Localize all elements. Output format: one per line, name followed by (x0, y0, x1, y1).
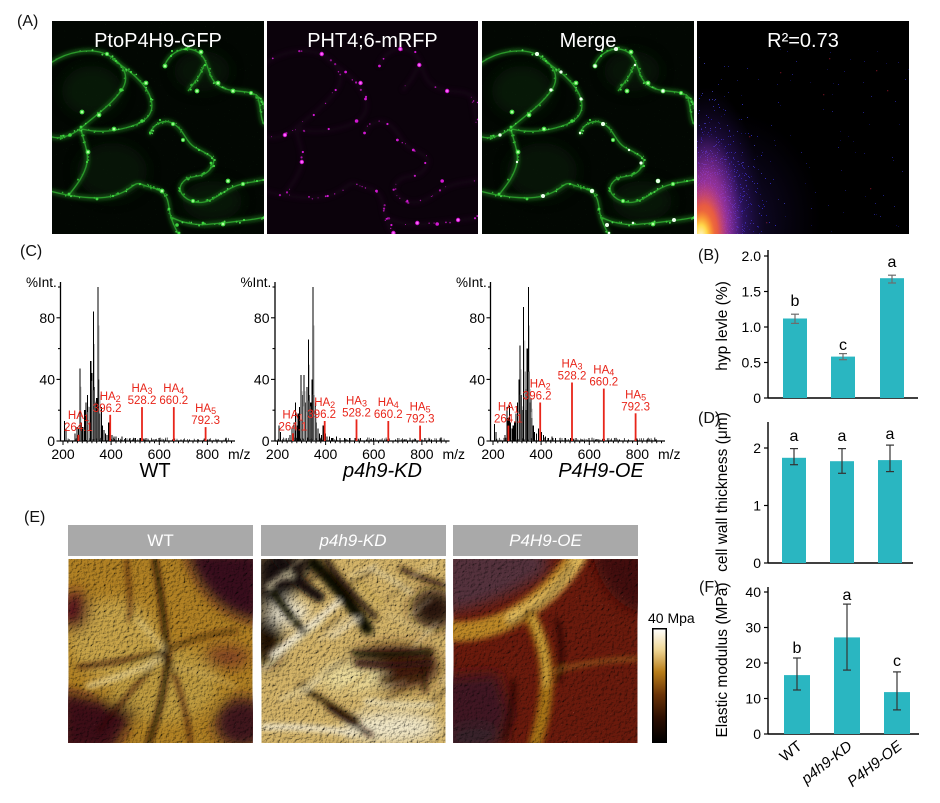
svg-text:200: 200 (51, 446, 75, 462)
svg-text:%Int.: %Int. (26, 275, 57, 290)
svg-text:600: 600 (362, 446, 386, 462)
svg-text:1.5: 1.5 (742, 284, 762, 300)
svg-text:HA2: HA2 (530, 379, 551, 392)
svg-text:p4h9-KD: p4h9-KD (342, 460, 422, 482)
svg-text:a: a (838, 428, 847, 445)
svg-text:1.0: 1.0 (742, 319, 762, 335)
svg-text:0: 0 (477, 433, 485, 449)
svg-text:WT: WT (777, 738, 806, 766)
svg-text:396.2: 396.2 (93, 403, 122, 415)
svg-text:1: 1 (753, 498, 761, 514)
svg-text:%Int.: %Int. (241, 275, 272, 290)
svg-text:600: 600 (148, 446, 172, 462)
svg-text:40: 40 (469, 371, 485, 387)
svg-text:a: a (843, 587, 852, 604)
svg-text:400: 400 (99, 446, 123, 462)
svg-text:PHT4;6-mRFP: PHT4;6-mRFP (307, 30, 437, 52)
svg-text:660.2: 660.2 (159, 395, 188, 407)
svg-text:HA4: HA4 (163, 383, 184, 396)
svg-text:80: 80 (469, 310, 485, 326)
svg-text:200: 200 (481, 446, 505, 462)
svg-text:Elastic modulus (MPa): Elastic modulus (MPa) (714, 582, 731, 737)
svg-text:b: b (791, 293, 800, 310)
svg-text:0.5: 0.5 (742, 355, 762, 371)
svg-text:396.2: 396.2 (307, 409, 336, 421)
svg-text:660.2: 660.2 (374, 409, 403, 421)
svg-text:P4H9-OE: P4H9-OE (844, 737, 906, 791)
svg-text:HA2: HA2 (100, 391, 121, 404)
svg-text:HA4: HA4 (378, 397, 399, 410)
svg-text:R²=0.73: R²=0.73 (767, 30, 839, 52)
svg-text:cell wall thickness (μm): cell wall thickness (μm) (714, 412, 731, 572)
svg-text:Merge: Merge (560, 30, 617, 52)
svg-text:792.3: 792.3 (621, 401, 650, 413)
svg-text:2: 2 (753, 440, 761, 456)
svg-text:792.3: 792.3 (406, 414, 435, 426)
svg-text:HA1: HA1 (282, 409, 303, 422)
svg-text:264.1: 264.1 (64, 422, 93, 434)
svg-text:HA1: HA1 (498, 402, 519, 415)
svg-text:PtoP4H9-GFP: PtoP4H9-GFP (94, 30, 222, 52)
svg-text:b: b (793, 640, 802, 657)
svg-text:400: 400 (314, 446, 338, 462)
svg-text:30: 30 (745, 620, 761, 636)
svg-text:%Int.: %Int. (456, 275, 487, 290)
svg-text:HA3: HA3 (346, 395, 367, 408)
svg-text:0: 0 (262, 433, 270, 449)
svg-text:400: 400 (529, 446, 553, 462)
svg-text:0: 0 (753, 555, 761, 571)
svg-text:HA5: HA5 (625, 389, 646, 402)
svg-text:a: a (790, 428, 799, 445)
svg-text:528.2: 528.2 (342, 407, 371, 419)
svg-text:HA3: HA3 (132, 383, 153, 396)
svg-text:264.1: 264.1 (279, 421, 308, 433)
svg-text:396.2: 396.2 (523, 391, 552, 403)
svg-text:HA5: HA5 (195, 403, 216, 416)
svg-text:HA3: HA3 (562, 359, 583, 372)
svg-text:264.1: 264.1 (494, 414, 523, 426)
svg-text:800: 800 (410, 446, 434, 462)
svg-text:2.0: 2.0 (742, 248, 762, 264)
svg-text:200: 200 (266, 446, 290, 462)
svg-text:792.3: 792.3 (191, 415, 220, 427)
svg-text:528.2: 528.2 (128, 395, 157, 407)
svg-text:40: 40 (745, 584, 761, 600)
svg-text:hyp levle (%): hyp levle (%) (714, 281, 731, 371)
svg-text:800: 800 (626, 446, 650, 462)
svg-text:c: c (839, 337, 847, 354)
svg-text:a: a (886, 426, 895, 443)
svg-text:10: 10 (745, 691, 761, 707)
svg-text:WT: WT (139, 460, 170, 482)
svg-text:HA5: HA5 (410, 402, 431, 415)
svg-text:40: 40 (39, 371, 55, 387)
svg-text:HA4: HA4 (593, 365, 614, 378)
svg-text:HA1: HA1 (68, 410, 89, 423)
svg-text:0: 0 (753, 390, 761, 406)
svg-text:528.2: 528.2 (558, 371, 587, 383)
svg-text:80: 80 (254, 310, 270, 326)
svg-text:P4H9-OE: P4H9-OE (558, 460, 644, 482)
svg-text:0: 0 (753, 726, 761, 742)
svg-text:c: c (893, 653, 901, 670)
svg-text:0: 0 (47, 433, 55, 449)
svg-text:m/z: m/z (228, 446, 251, 462)
svg-text:a: a (888, 254, 897, 271)
svg-text:800: 800 (196, 446, 220, 462)
svg-text:m/z: m/z (658, 446, 681, 462)
svg-text:660.2: 660.2 (589, 377, 618, 389)
svg-text:20: 20 (745, 655, 761, 671)
svg-text:80: 80 (39, 310, 55, 326)
svg-text:m/z: m/z (443, 446, 466, 462)
svg-text:600: 600 (578, 446, 602, 462)
svg-text:HA2: HA2 (314, 397, 335, 410)
svg-text:40: 40 (254, 371, 270, 387)
